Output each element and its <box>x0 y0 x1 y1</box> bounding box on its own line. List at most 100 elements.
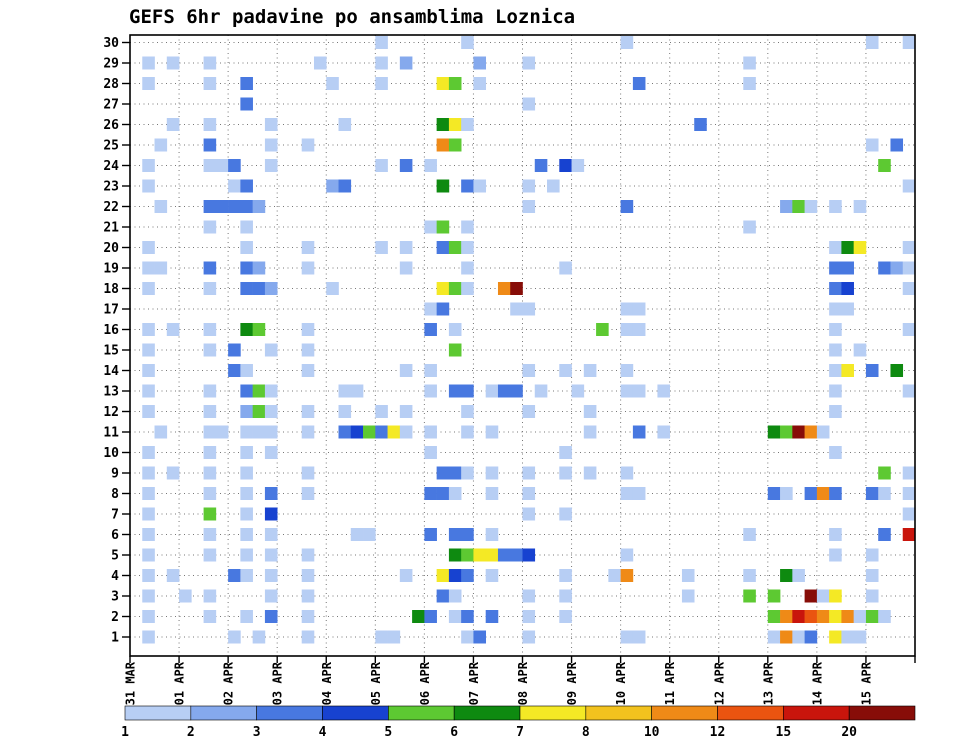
heatmap-cell <box>436 569 450 582</box>
heatmap-cell <box>583 364 597 377</box>
heatmap-cell <box>853 630 867 644</box>
y-tick-label: 16 <box>103 323 119 338</box>
heatmap-cell <box>448 487 462 500</box>
heatmap-cell <box>142 446 155 459</box>
heatmap-cell <box>559 261 572 275</box>
heatmap-cell <box>522 507 536 521</box>
heatmap-cell <box>252 261 266 275</box>
heatmap-cell <box>620 569 634 582</box>
heatmap-cell <box>142 466 155 480</box>
heatmap-cell <box>448 138 462 152</box>
heatmap-cell <box>853 343 867 357</box>
colorbar-label: 1 <box>121 725 129 740</box>
heatmap-cell <box>326 282 339 295</box>
heatmap-cell <box>620 36 634 49</box>
heatmap-cell <box>154 261 168 275</box>
heatmap-cell <box>142 630 155 644</box>
heatmap-cell <box>264 589 278 603</box>
heatmap-cell <box>301 589 315 603</box>
heatmap-cell <box>424 220 437 234</box>
heatmap-cell <box>829 343 842 357</box>
heatmap-cell <box>264 282 278 295</box>
heatmap-cell <box>829 548 842 562</box>
heatmap-cell <box>264 343 278 357</box>
heatmap-cell <box>142 405 155 418</box>
heatmap-cell <box>387 425 401 439</box>
heatmap-cell <box>865 548 879 562</box>
heatmap-cell <box>301 548 315 562</box>
heatmap-cell <box>142 56 155 70</box>
heatmap-cell <box>780 610 793 623</box>
heatmap-cell <box>878 487 891 500</box>
heatmap-cell <box>203 528 217 541</box>
heatmap-cell <box>902 241 916 254</box>
colorbar-label: 5 <box>384 725 392 740</box>
heatmap-cell <box>338 118 352 131</box>
heatmap-cell <box>154 200 168 213</box>
heatmap-cell <box>632 77 646 90</box>
heatmap-cell <box>203 261 217 275</box>
heatmap-cell <box>399 569 413 582</box>
heatmap-cell <box>203 159 217 172</box>
heatmap-cell <box>461 569 474 582</box>
heatmap-cell <box>461 220 474 234</box>
heatmap-cell <box>559 610 572 623</box>
heatmap-cell <box>829 528 842 541</box>
heatmap-cell <box>485 466 499 480</box>
heatmap-cell <box>804 487 818 500</box>
heatmap-cell <box>461 282 474 295</box>
heatmap-cell <box>203 610 217 623</box>
heatmap-cell <box>166 569 180 582</box>
heatmap-cell <box>461 384 474 398</box>
heatmap-cell <box>902 507 916 521</box>
heatmap-cell <box>264 528 278 541</box>
heatmap-cell <box>436 77 450 90</box>
heatmap-cell <box>142 323 155 336</box>
heatmap-cell <box>902 36 916 49</box>
x-tick-label: 12 APR <box>712 661 726 705</box>
heatmap-cell <box>473 56 487 70</box>
x-tick-label: 04 APR <box>320 661 334 705</box>
heatmap-cell <box>252 323 266 336</box>
heatmap-cell <box>424 384 437 398</box>
heatmap-cell <box>142 487 155 500</box>
heatmap-cell <box>780 425 793 439</box>
heatmap-cell <box>203 138 217 152</box>
heatmap-cell <box>632 302 646 316</box>
heatmap-cell <box>890 261 904 275</box>
heatmap-cell <box>841 282 854 295</box>
heatmap-cell <box>559 569 572 582</box>
heatmap-cell <box>461 179 474 193</box>
heatmap-cell <box>878 466 891 480</box>
heatmap-cell <box>571 384 585 398</box>
heatmap-cell <box>363 528 376 541</box>
y-tick-label: 19 <box>103 262 119 277</box>
heatmap-cell <box>878 159 891 172</box>
heatmap-cell <box>461 36 474 49</box>
heatmap-cell <box>657 425 670 439</box>
y-tick-label: 6 <box>111 528 119 543</box>
heatmap-cell <box>841 302 854 316</box>
heatmap-cell <box>816 487 830 500</box>
heatmap-cell <box>780 569 793 582</box>
heatmap-cell <box>142 343 155 357</box>
heatmap-cell <box>461 405 474 418</box>
heatmap-cell <box>473 548 487 562</box>
colorbar-segment <box>388 705 455 721</box>
heatmap-cell <box>461 118 474 131</box>
heatmap-cell <box>240 220 253 234</box>
heatmap-cell <box>240 261 253 275</box>
heatmap-cell <box>534 384 548 398</box>
y-tick-label: 3 <box>111 590 119 605</box>
heatmap-cell <box>816 610 830 623</box>
colorbar-segment <box>256 705 323 721</box>
heatmap-cell <box>902 323 916 336</box>
heatmap-cell <box>522 589 536 603</box>
heatmap-cell <box>571 159 585 172</box>
colorbar-label: 20 <box>841 725 857 740</box>
heatmap-cell <box>240 548 253 562</box>
heatmap-cell <box>829 487 842 500</box>
y-tick-label: 11 <box>103 426 119 441</box>
heatmap-cell <box>559 589 572 603</box>
heatmap-cell <box>841 241 854 254</box>
